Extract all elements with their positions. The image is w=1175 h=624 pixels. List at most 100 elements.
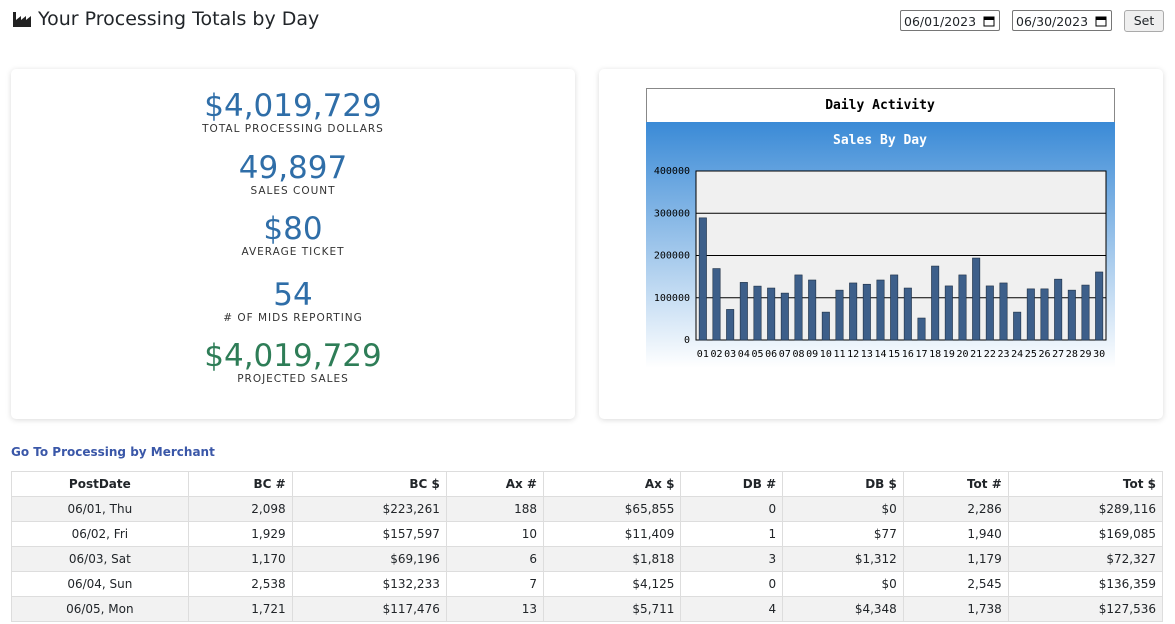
bar: [944, 285, 953, 341]
bar: [958, 274, 967, 341]
table-cell: 1,170: [187, 546, 293, 572]
bar: [698, 217, 707, 341]
x-tick-label: 08: [792, 349, 804, 360]
x-tick-label: 11: [833, 349, 845, 360]
x-tick-label: 27: [1052, 349, 1064, 360]
chart: Daily Activity Sales By Day 0 100000 20000…: [646, 88, 1115, 368]
x-tick-label: 15: [888, 349, 900, 360]
stat-value: $80: [263, 211, 323, 247]
column-header: BC #: [187, 471, 293, 497]
table-cell: $72,327: [1007, 546, 1164, 572]
end-date: 06/30/2023: [1016, 14, 1089, 29]
table-cell: $69,196: [291, 546, 447, 572]
x-tick-label: 05: [751, 349, 763, 360]
y-tick-label: 300000: [654, 208, 690, 219]
table-cell: $127,536: [1007, 596, 1164, 622]
bar: [753, 285, 762, 341]
x-tick-label: 07: [779, 349, 791, 360]
bar: [821, 311, 830, 341]
merchant-link[interactable]: Go To Processing by Merchant: [11, 445, 215, 459]
bar: [739, 282, 748, 341]
table-cell: 1,179: [902, 546, 1009, 572]
stat: 54 # OF MIDS REPORTING: [11, 278, 575, 324]
set-button[interactable]: Set: [1124, 10, 1164, 32]
x-tick-label: 14: [874, 349, 886, 360]
table-cell: 1,738: [902, 596, 1009, 622]
x-tick-label: 28: [1066, 349, 1078, 360]
table-cell: 1,940: [902, 521, 1009, 547]
stat: 49,897 SALES COUNT: [11, 151, 575, 197]
start-date-input[interactable]: 06/01/2023: [900, 10, 1000, 31]
x-tick-label: 19: [943, 349, 955, 360]
stat-label: AVERAGE TICKET: [241, 246, 345, 258]
x-tick-label: 13: [861, 349, 873, 360]
x-tick-label: 04: [738, 349, 750, 360]
table-cell: 1,929: [187, 521, 293, 547]
table-cell: 2,286: [902, 496, 1009, 522]
table-cell: 3: [680, 546, 784, 572]
end-date-input[interactable]: 06/30/2023: [1012, 10, 1112, 31]
chart-frame: [646, 88, 1115, 123]
x-tick-label: 23: [997, 349, 1009, 360]
stat-label: # OF MIDS REPORTING: [223, 312, 363, 324]
bar: [835, 289, 844, 341]
stat: $80 AVERAGE TICKET: [11, 212, 575, 258]
table-cell: $4,125: [542, 571, 682, 597]
x-tick-label: 09: [806, 349, 818, 360]
table-cell: 10: [445, 521, 544, 547]
stat-value: 49,897: [238, 150, 348, 186]
bar: [985, 285, 994, 341]
bar: [808, 279, 817, 341]
stat: $4,019,729 TOTAL PROCESSING DOLLARS: [11, 89, 575, 135]
table-cell: 6: [445, 546, 544, 572]
bar: [890, 274, 899, 341]
table-cell: 7: [445, 571, 544, 597]
table-cell: 06/03, Sat: [11, 546, 189, 572]
chart-subtitle: Sales By Day: [833, 133, 927, 148]
table-cell: 1: [680, 521, 784, 547]
table-row: 06/02, Fri 1,929 $157,597 10 $11,409 1 $77 1,94…: [11, 521, 1164, 547]
start-date: 06/01/2023: [904, 14, 977, 29]
table-cell: $1,818: [542, 546, 682, 572]
table-cell: $1,312: [782, 546, 904, 572]
table-cell: $132,233: [291, 571, 447, 597]
bar: [1067, 289, 1076, 341]
table-cell: $5,711: [542, 596, 682, 622]
calendar-icon: [1095, 16, 1107, 27]
column-header: DB #: [680, 471, 784, 497]
table-cell: $65,855: [542, 496, 682, 522]
x-tick-label: 21: [970, 349, 982, 360]
chart-title: Daily Activity: [825, 98, 935, 113]
stat-label: TOTAL PROCESSING DOLLARS: [202, 123, 384, 135]
table-cell: 1,721: [187, 596, 293, 622]
table-cell: $11,409: [542, 521, 682, 547]
table-cell: 06/04, Sun: [11, 571, 189, 597]
bar: [712, 268, 721, 341]
bar: [767, 287, 776, 341]
bar: [1054, 278, 1063, 341]
table-cell: 0: [680, 496, 784, 522]
y-tick-label: 400000: [654, 166, 690, 177]
bar: [1040, 288, 1049, 341]
table-cell: $289,116: [1007, 496, 1164, 522]
table-cell: $77: [782, 521, 904, 547]
table-cell: $4,348: [782, 596, 904, 622]
bar: [1095, 271, 1104, 341]
factory-icon: [13, 12, 31, 27]
stat-value: 54: [273, 277, 313, 313]
bar: [876, 279, 885, 341]
bar: [972, 257, 981, 341]
stat: $4,019,729 PROJECTED SALES: [11, 339, 575, 385]
table-cell: 2,545: [902, 571, 1009, 597]
stat-label: SALES COUNT: [250, 185, 336, 197]
bar: [862, 283, 871, 341]
table-cell: 06/02, Fri: [11, 521, 189, 547]
table-cell: $0: [782, 571, 904, 597]
x-tick-label: 29: [1079, 349, 1091, 360]
table-row: 06/05, Mon 1,721 $117,476 13 $5,711 4 $4,348 1,…: [11, 596, 1164, 622]
y-tick-label: 100000: [654, 293, 690, 304]
stat-value: $4,019,729: [204, 88, 382, 124]
table-cell: $117,476: [291, 596, 447, 622]
column-header: Ax $: [542, 471, 682, 497]
